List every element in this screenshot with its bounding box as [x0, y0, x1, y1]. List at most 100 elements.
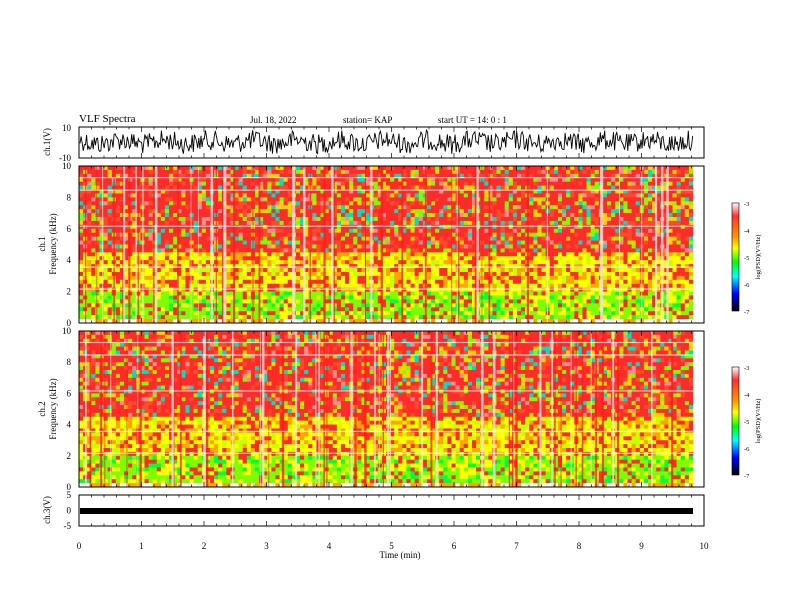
ch1-spectrogram-cell: [435, 264, 440, 269]
ch1-spectrogram-cell: [656, 256, 661, 261]
ch1-spectrogram-cell: [619, 228, 624, 234]
ch1-spectrogram-cell: [541, 256, 546, 261]
ch1-spectrogram-cell: [394, 173, 399, 179]
ch1-spectrogram-cell: [328, 181, 334, 186]
ch1-spectrogram-cell: [320, 271, 325, 277]
ch1-spectrogram-cell: [144, 181, 149, 186]
ch1-spectrogram-cell: [582, 209, 587, 214]
ch1-spectrogram-cell: [95, 209, 100, 214]
ch1-spectrogram-cell: [492, 291, 497, 296]
ch1-spectrogram-cell: [484, 228, 489, 234]
ch1-spectrogram-cell: [537, 275, 542, 281]
ch1-spectrogram-cell: [619, 213, 624, 218]
ch1-spectrogram-cell: [492, 224, 497, 230]
ch1-spectrogram-cell: [418, 264, 424, 269]
ch1-spectrogram-cell: [607, 201, 612, 206]
ch1-spectrogram-cell: [402, 264, 407, 269]
ch1-spectrogram-cell: [484, 217, 489, 222]
ch1-spectrogram-cell: [218, 260, 223, 265]
ch1-spectrogram-cell: [160, 256, 166, 261]
ch1-spectrogram-cell: [95, 240, 100, 245]
ch1-spectrogram-cell: [533, 287, 538, 292]
ch1-spectrogram-cell: [320, 201, 325, 206]
ch1-spectrogram-cell: [435, 271, 440, 277]
ch1-spectrogram-cell: [643, 275, 649, 281]
ch1-spectrogram-cell: [394, 201, 399, 206]
ch1-spectrogram-cell: [386, 224, 391, 230]
ch1-spectrogram-cell: [512, 279, 518, 285]
ch1-spectrogram-cell: [87, 205, 92, 210]
ch1-spectrogram-cell: [152, 181, 158, 186]
ch1-spectrogram-cell: [201, 232, 207, 237]
ch1-spectrogram-cell: [234, 185, 239, 190]
ch1-spectrogram-cell: [488, 275, 493, 281]
ch1-spectrogram-cell: [377, 220, 383, 226]
ch1-spectrogram-cell: [557, 271, 563, 277]
ch1-spectrogram-cell: [480, 264, 485, 269]
ch1-spectrogram-cell: [119, 295, 125, 300]
ch1-spectrogram-cell: [480, 209, 485, 214]
ch1-spectrogram-cell: [512, 232, 518, 237]
ch1-spectrogram-cell: [332, 283, 338, 288]
ch1-spectrogram-cell: [300, 189, 305, 194]
ch1-spectrogram-cell: [148, 177, 153, 182]
ch1-spectrogram-cell: [607, 209, 612, 214]
ch1-spectrogram-cell: [263, 217, 268, 222]
ch1-spectrogram-cell: [562, 213, 567, 218]
ch1-spectrogram-cell: [570, 291, 575, 296]
ch1-spectrogram-cell: [402, 189, 407, 194]
ch1-spectrogram-cell: [119, 197, 125, 202]
ch1-spectrogram-cell: [148, 244, 153, 249]
ch1-spectrogram-cell: [602, 217, 608, 222]
ch1-ylabel: ch.1(V): [42, 128, 52, 156]
ch1-spectrogram-cell: [643, 279, 649, 285]
ch1-spectrogram-cell: [533, 279, 538, 285]
ch1-spectrogram-cell: [496, 205, 501, 210]
ch1-spectrogram-cell: [119, 217, 125, 222]
ch1-spectrogram-cell: [242, 256, 248, 261]
ch1-spectrogram-cell: [246, 248, 252, 253]
ch1-spectrogram-cell: [635, 189, 641, 194]
ch1-spectrogram-cell: [582, 173, 587, 179]
ch1-spectrogram-cell: [189, 217, 194, 222]
ch1-spectrogram-cell: [656, 228, 661, 234]
ch1-spectrogram-cell: [386, 181, 391, 186]
ch1-spectrogram-cell: [443, 166, 448, 171]
ch1-spectrogram-cell: [512, 193, 518, 198]
ch1-spectrogram-cell: [267, 220, 272, 226]
ch1-spectrogram-cell: [451, 268, 456, 273]
ch1-spectrogram-cell: [406, 205, 411, 210]
ch1-spectrogram-cell: [484, 256, 489, 261]
ch1-spectrogram-cell: [87, 252, 92, 257]
ch1-spectrogram-cell: [271, 291, 276, 296]
ch1-spectrogram-cell: [197, 240, 203, 245]
ch1-spectrogram-cell: [336, 228, 342, 234]
ch1-spectrogram-cell: [156, 185, 162, 190]
ch1-spectrogram-cell: [672, 205, 677, 210]
ch1-spectrogram-cell: [275, 213, 280, 218]
ch1-spectrogram-cell: [656, 197, 661, 202]
ch1-spectrogram-cell: [647, 228, 653, 234]
ch1-spectrogram-cell: [365, 275, 370, 281]
ch1-spectrogram-cell: [684, 213, 690, 218]
ch1-spectrogram-cell: [185, 201, 190, 206]
ch1-spectrogram-cell: [447, 217, 452, 222]
ch1-spectrogram-cell: [164, 295, 170, 300]
ch1-spectrogram-cell: [627, 205, 632, 210]
ch1-spectrogram-cell: [611, 166, 616, 171]
ch1-spectrogram-cell: [426, 209, 432, 214]
ch1-spectrogram-cell: [177, 177, 182, 182]
ch1-spectrogram-cell: [275, 201, 280, 206]
ch1-spectrogram-cell: [279, 252, 284, 257]
ch1-spectrogram-cell: [647, 177, 653, 182]
ch1-spectrogram-cell: [635, 268, 641, 273]
ch1-spectrogram-cell: [562, 173, 567, 179]
ch1-spectrogram-cell: [95, 268, 100, 273]
ch1-spectrogram-cell: [300, 173, 305, 179]
ch1-spectrogram-cell: [340, 260, 346, 265]
ch1-spectrogram-cell: [295, 181, 301, 186]
ch1-spectrogram-cell: [144, 236, 149, 241]
ch1-spectrogram-cell: [271, 283, 276, 288]
ch1-spectrogram-cell: [119, 209, 125, 214]
ch1-spectrogram-cell: [435, 248, 440, 253]
